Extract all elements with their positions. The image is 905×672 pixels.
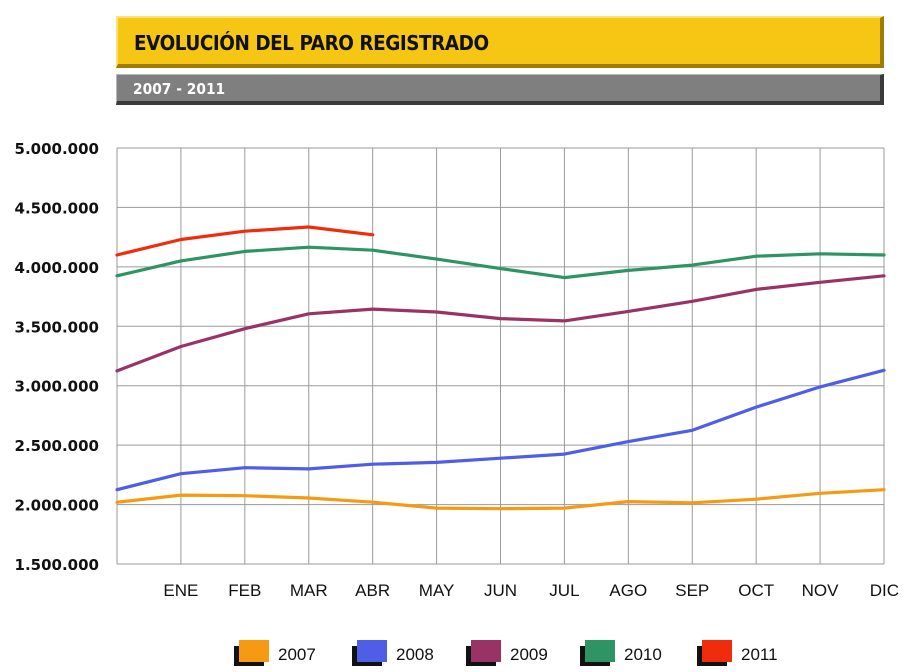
series-line-2010 [115, 245, 886, 280]
chart-legend: 2007 2008 2009 2010 2011 [0, 640, 905, 670]
legend-label: 2010 [624, 645, 662, 664]
x-axis-labels: ENE FEB MAR ABR MAY JUN JUL AGO SEP OCT NOV DIC [163, 581, 899, 600]
series-line-2009 [115, 274, 886, 373]
x-tick-label: ENE [163, 581, 198, 600]
x-tick-label: DIC [870, 581, 899, 600]
y-tick-label: 3.500.000 [15, 318, 99, 336]
x-tick-label: FEB [228, 581, 261, 600]
y-tick-label: 4.000.000 [15, 259, 99, 277]
legend-swatch [357, 640, 387, 662]
series-line-2011 [115, 225, 375, 257]
series-line-2007 [115, 488, 886, 511]
legend-swatch [239, 640, 269, 662]
y-tick-label: 5.000.000 [15, 140, 99, 158]
legend-label: 2007 [278, 645, 316, 664]
series-line-2008 [115, 368, 886, 492]
y-tick-label: 3.000.000 [15, 378, 99, 396]
x-tick-label: ABR [355, 581, 390, 600]
x-tick-label: AGO [609, 581, 647, 600]
x-tick-label: SEP [675, 581, 709, 600]
x-tick-label: OCT [738, 581, 774, 600]
x-tick-label: JUL [549, 581, 579, 600]
line-chart: 1.500.000 2.000.000 2.500.000 3.000.000 3.50… [15, 140, 899, 600]
chart-title: EVOLUCIÓN DEL PARO REGISTRADO [134, 31, 489, 55]
y-tick-label: 1.500.000 [15, 556, 99, 574]
chart-grid [116, 147, 885, 565]
title-banner: EVOLUCIÓN DEL PARO REGISTRADO [116, 16, 884, 68]
y-tick-label: 4.500.000 [15, 199, 99, 217]
y-axis-labels: 1.500.000 2.000.000 2.500.000 3.000.000 3.50… [15, 140, 99, 574]
legend-swatch [585, 640, 615, 662]
series-lines [115, 225, 886, 511]
legend-label: 2011 [741, 645, 778, 664]
legend-label: 2009 [510, 645, 548, 664]
legend-swatch [471, 640, 501, 662]
chart-subtitle: 2007 - 2011 [133, 80, 226, 98]
y-tick-label: 2.000.000 [15, 497, 99, 515]
x-tick-label: NOV [802, 581, 840, 600]
x-tick-label: JUN [484, 581, 517, 600]
x-tick-label: MAR [290, 581, 328, 600]
x-tick-label: MAY [419, 581, 455, 600]
legend-swatch [702, 640, 732, 662]
y-tick-label: 2.500.000 [15, 437, 99, 455]
subtitle-banner: 2007 - 2011 [116, 74, 884, 105]
legend-label: 2008 [396, 645, 434, 664]
